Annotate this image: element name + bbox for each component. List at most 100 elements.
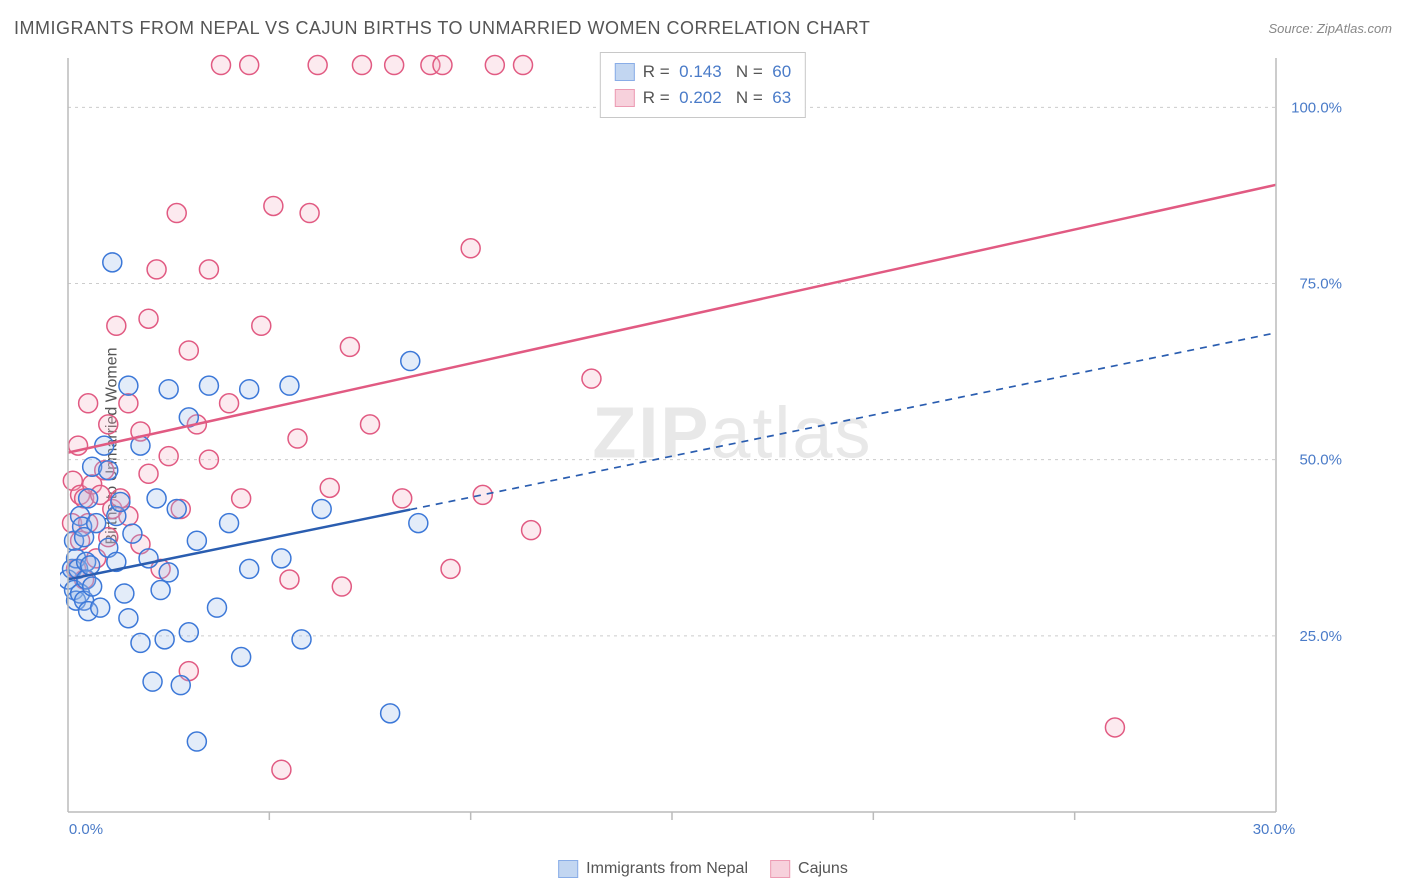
scatter-point — [79, 489, 98, 508]
scatter-point — [119, 376, 138, 395]
chart-title: IMMIGRANTS FROM NEPAL VS CAJUN BIRTHS TO… — [14, 18, 870, 39]
scatter-point — [220, 514, 239, 533]
scatter-point — [187, 732, 206, 751]
scatter-point — [240, 380, 259, 399]
scatter-point — [179, 623, 198, 642]
scatter-point — [312, 499, 331, 518]
svg-text:25.0%: 25.0% — [1299, 628, 1342, 645]
scatter-point — [115, 584, 134, 603]
source-attribution: Source: ZipAtlas.com — [1268, 21, 1392, 36]
scatter-point — [441, 559, 460, 578]
svg-text:100.0%: 100.0% — [1291, 99, 1342, 116]
scatter-point — [131, 633, 150, 652]
scatter-point — [81, 556, 100, 575]
svg-text:50.0%: 50.0% — [1299, 452, 1342, 469]
scatter-point — [199, 376, 218, 395]
scatter-point — [139, 464, 158, 483]
scatter-point — [107, 316, 126, 335]
scatter-point — [473, 485, 492, 504]
scatter-point — [199, 260, 218, 279]
scatter-point — [111, 492, 130, 511]
scatter-point — [288, 429, 307, 448]
svg-text:75.0%: 75.0% — [1299, 275, 1342, 292]
scatter-point — [87, 514, 106, 533]
scatter-point — [461, 239, 480, 258]
legend-swatch — [770, 860, 790, 878]
scatter-point — [300, 204, 319, 223]
title-bar: IMMIGRANTS FROM NEPAL VS CAJUN BIRTHS TO… — [14, 18, 1392, 39]
legend-stats: R = 0.143 N = 60 — [643, 62, 791, 82]
legend-swatch — [558, 860, 578, 878]
scatter-point — [159, 563, 178, 582]
scatter-point — [401, 352, 420, 371]
scatter-point — [187, 531, 206, 550]
scatter-point — [485, 56, 504, 75]
scatter-point — [385, 56, 404, 75]
scatter-point — [119, 609, 138, 628]
scatter-point — [308, 56, 327, 75]
scatter-point — [514, 56, 533, 75]
scatter-point — [167, 499, 186, 518]
scatter-point — [332, 577, 351, 596]
svg-text:30.0%: 30.0% — [1253, 821, 1296, 838]
legend-row: R = 0.143 N = 60 — [615, 59, 791, 85]
scatter-point — [522, 521, 541, 540]
scatter-point — [1105, 718, 1124, 737]
scatter-point — [252, 316, 271, 335]
scatter-point — [155, 630, 174, 649]
svg-text:ZIPatlas: ZIPatlas — [592, 394, 872, 474]
scatter-point — [103, 253, 122, 272]
scatter-point — [199, 450, 218, 469]
scatter-point — [240, 559, 259, 578]
legend-swatch — [615, 89, 635, 107]
scatter-point — [409, 514, 428, 533]
scatter-point — [119, 394, 138, 413]
correlation-legend: R = 0.143 N = 60 R = 0.202 N = 63 — [600, 52, 806, 118]
scatter-point — [179, 341, 198, 360]
scatter-point — [123, 524, 142, 543]
scatter-point — [280, 570, 299, 589]
scatter-point — [381, 704, 400, 723]
legend-row: R = 0.202 N = 63 — [615, 85, 791, 111]
scatter-point — [340, 337, 359, 356]
scatter-point — [159, 447, 178, 466]
scatter-point — [232, 647, 251, 666]
scatter-point — [151, 581, 170, 600]
series-legend-item: Immigrants from Nepal — [558, 860, 748, 878]
scatter-point — [220, 394, 239, 413]
scatter-point — [320, 478, 339, 497]
scatter-point — [240, 56, 259, 75]
scatter-point — [143, 672, 162, 691]
scatter-chart: 25.0% 50.0% 75.0% 100.0% ZIPatlas 0.0% 30.0% — [60, 50, 1346, 842]
series-legend-item: Cajuns — [770, 860, 848, 878]
plot-area: 25.0% 50.0% 75.0% 100.0% ZIPatlas 0.0% 30.0% — [60, 50, 1346, 842]
scatter-point — [582, 369, 601, 388]
scatter-point — [167, 204, 186, 223]
scatter-point — [292, 630, 311, 649]
scatter-point — [79, 394, 98, 413]
scatter-point — [99, 461, 118, 480]
svg-text:0.0%: 0.0% — [69, 821, 103, 838]
scatter-point — [159, 380, 178, 399]
scatter-point — [272, 549, 291, 568]
scatter-point — [147, 489, 166, 508]
legend-stats: R = 0.202 N = 63 — [643, 88, 791, 108]
scatter-point — [393, 489, 412, 508]
legend-swatch — [615, 63, 635, 81]
scatter-point — [83, 577, 102, 596]
series-legend: Immigrants from Nepal Cajuns — [558, 860, 848, 878]
scatter-point — [272, 760, 291, 779]
scatter-point — [352, 56, 371, 75]
scatter-point — [171, 676, 190, 695]
scatter-point — [139, 309, 158, 328]
series-legend-label: Immigrants from Nepal — [586, 860, 748, 878]
scatter-point — [433, 56, 452, 75]
scatter-point — [264, 196, 283, 215]
scatter-point — [99, 415, 118, 434]
scatter-point — [280, 376, 299, 395]
scatter-point — [232, 489, 251, 508]
series-legend-label: Cajuns — [798, 860, 848, 878]
scatter-point — [147, 260, 166, 279]
scatter-point — [207, 598, 226, 617]
scatter-point — [212, 56, 231, 75]
